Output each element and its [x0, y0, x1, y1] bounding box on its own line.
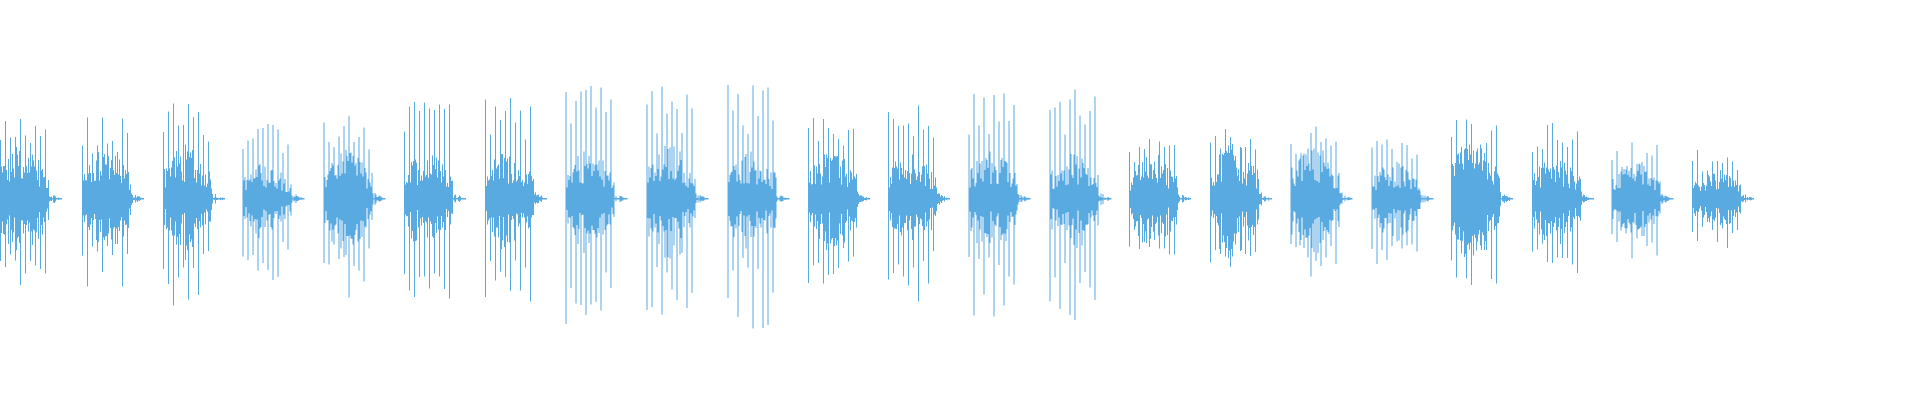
- waveform-burst: [323, 115, 386, 298]
- waveform-burst: [1531, 123, 1594, 273]
- waveform-burst: [1129, 139, 1191, 255]
- waveform-burst: [565, 86, 628, 325]
- waveform-burst: [968, 93, 1031, 317]
- waveform-burst: [242, 124, 305, 281]
- waveform-burst: [1371, 139, 1434, 264]
- waveform-burst: [1611, 142, 1674, 259]
- waveform-burst: [808, 117, 871, 284]
- waveform-burst: [1290, 126, 1353, 277]
- waveform-burst: [404, 101, 467, 299]
- waveform-burst: [82, 117, 144, 287]
- waveform-burst: [1692, 150, 1755, 248]
- waveform-burst: [887, 105, 950, 302]
- waveform-burst: [727, 85, 790, 329]
- waveform-burst: [484, 97, 547, 302]
- waveform-burst: [1209, 128, 1272, 267]
- waveform-burst: [162, 103, 225, 306]
- waveform-burst: [1451, 119, 1513, 285]
- waveform-burst: [1049, 89, 1112, 320]
- waveform-burst: [0, 118, 62, 286]
- waveform-burst: [646, 86, 709, 315]
